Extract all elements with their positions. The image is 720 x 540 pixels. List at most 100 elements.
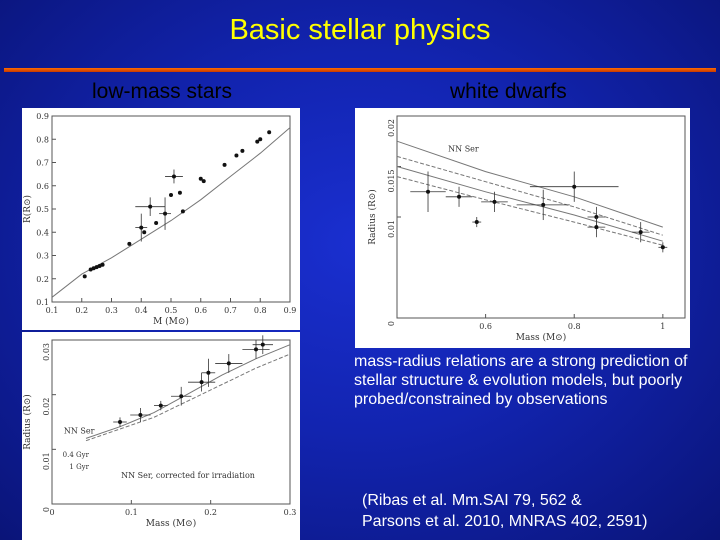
slide-title: Basic stellar physics (229, 14, 491, 46)
model-curve (85, 353, 291, 442)
data-point (457, 194, 462, 199)
data-point (226, 361, 231, 366)
x-axis-label: Mass (M⊙) (146, 518, 196, 529)
low-mass-chart: 0.1 0.2 0.3 0.4 0.5 0.6 0.7 0.8 0.9 0.1 0.2 0.3 0.4 0… (22, 108, 300, 330)
age-1-gyr-annotation: 1 Gyr (69, 463, 89, 471)
y-tick-label: 0 (42, 507, 51, 512)
plot-frame (396, 115, 686, 319)
x-tick-label: 0.6 (479, 322, 492, 331)
data-point (198, 176, 203, 181)
x-tick-label: 0.3 (105, 306, 118, 315)
data-point (254, 347, 258, 352)
data-point (179, 394, 184, 399)
y-axis-label: Radius (R⊙) (22, 394, 33, 450)
x-tick-label: 0.7 (224, 306, 237, 315)
data-point (474, 220, 479, 225)
model-curve (396, 166, 663, 242)
data-point (177, 190, 182, 195)
data-point (267, 130, 272, 135)
citation-line-2: Parsons et al. 2010, MNRAS 402, 2591) (362, 513, 648, 530)
y-axis-label: R(R⊙) (22, 195, 33, 223)
data-point (260, 342, 265, 347)
data-point (255, 139, 260, 144)
y-tick-label: 0.6 (36, 182, 49, 191)
white-dwarf-low-mass-chart-svg: 0 0.1 0.2 0.3 0 0.01 0.02 0.03 Mass (M⊙) Radius (… (22, 335, 297, 529)
y-tick-label: 0.01 (387, 220, 396, 238)
x-tick-label: 0.2 (204, 508, 217, 517)
model-curve (51, 127, 291, 298)
nn-ser-annotation: NN Ser (64, 427, 95, 436)
data-point (222, 162, 227, 167)
data-point (169, 193, 173, 198)
citation-line-1: (Ribas et al. Mm.SAI 79, 562 & (362, 492, 582, 509)
y-tick-label: 0.02 (387, 119, 396, 137)
data-point (206, 370, 211, 375)
y-tick-label: 0.3 (36, 252, 49, 261)
plot-frame (51, 339, 291, 505)
y-axis-label: Radius (R⊙) (367, 189, 378, 245)
x-axis-label: M (M⊙) (153, 316, 189, 327)
data-point (139, 225, 144, 230)
y-tick-label: 0.9 (36, 112, 49, 121)
x-tick-label: 0.3 (284, 508, 297, 517)
mass-radius-note: mass-radius relations are a strong predi… (354, 353, 688, 408)
x-tick-label: 0.5 (165, 306, 178, 315)
x-tick-label: 0.1 (125, 508, 138, 517)
data-point (201, 179, 206, 184)
data-point (572, 184, 577, 189)
x-tick-label: 0.8 (568, 322, 581, 331)
nn-ser-corrected-annotation: NN Ser, corrected for irradiation (121, 471, 255, 480)
data-point (127, 241, 132, 246)
white-dwarfs-label: white dwarfs (450, 80, 567, 103)
y-tick-label: 0 (387, 321, 396, 326)
y-tick-label: 0.015 (387, 170, 396, 193)
x-tick-label: 1 (660, 322, 665, 331)
model-curve (85, 344, 291, 439)
data-point (148, 204, 153, 209)
data-point (234, 153, 239, 158)
model-curve (396, 176, 663, 246)
data-point (163, 211, 168, 216)
data-point (100, 262, 105, 267)
data-point (171, 174, 176, 179)
data-point (660, 245, 665, 250)
data-point (638, 230, 643, 235)
data-point (594, 225, 599, 230)
white-dwarf-high-mass-chart-svg: 0.6 0.8 1 0 0.01 0.015 0.02 Mass (M⊙) Radius (R⊙… (367, 115, 686, 343)
data-point (158, 403, 163, 408)
data-point (82, 274, 87, 279)
low-mass-chart-svg: 0.1 0.2 0.3 0.4 0.5 0.6 0.7 0.8 0.9 0.1 0.2 0.3 0.4 0… (22, 112, 297, 327)
y-tick-label: 0.8 (36, 135, 49, 144)
nn-ser-annotation: NN Ser (448, 144, 479, 153)
low-mass-stars-label: low-mass stars (92, 80, 233, 103)
y-tick-label: 0.2 (36, 275, 49, 284)
x-tick-label: 0 (49, 508, 54, 517)
y-tick-label: 0.4 (36, 228, 49, 237)
data-point (258, 137, 263, 142)
data-point (541, 202, 546, 207)
x-tick-label: 0.9 (284, 306, 297, 315)
x-axis-label: Mass (M⊙) (516, 332, 566, 343)
white-dwarf-high-mass-chart: 0.6 0.8 1 0 0.01 0.015 0.02 Mass (M⊙) Radius (R⊙… (355, 108, 690, 348)
x-tick-label: 0.8 (254, 306, 267, 315)
y-tick-label: 0.5 (36, 205, 49, 214)
y-tick-label: 0.1 (36, 298, 49, 307)
data-point (138, 412, 143, 417)
white-dwarf-low-mass-chart: 0 0.1 0.2 0.3 0 0.01 0.02 0.03 Mass (M⊙) Radius (… (22, 332, 300, 540)
model-curve (396, 140, 663, 228)
y-tick-label: 0.03 (42, 343, 51, 361)
x-tick-label: 0.2 (75, 306, 88, 315)
data-point (180, 209, 185, 214)
data-point (118, 420, 122, 424)
x-tick-label: 0.6 (194, 306, 207, 315)
data-point (240, 148, 245, 153)
y-tick-label: 0.7 (36, 159, 49, 168)
y-tick-label: 0.01 (42, 452, 51, 470)
y-tick-label: 0.02 (42, 398, 51, 416)
age-0-4-gyr-annotation: 0.4 Gyr (63, 451, 90, 459)
model-curve (396, 155, 663, 236)
x-tick-label: 0.4 (135, 306, 148, 315)
plot-frame (51, 115, 291, 303)
citation: (Ribas et al. Mm.SAI 79, 562 & Parsons e… (362, 490, 712, 532)
data-point (492, 199, 497, 204)
